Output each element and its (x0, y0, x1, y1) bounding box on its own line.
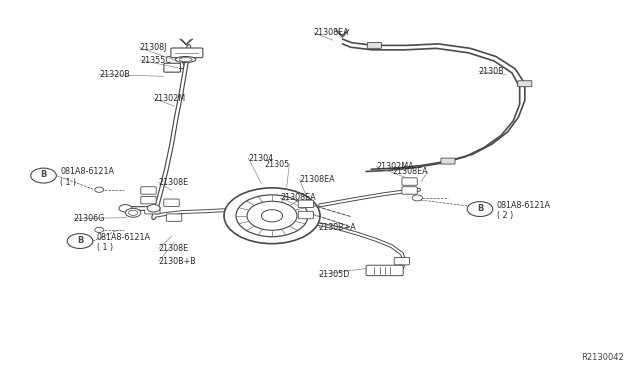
Text: B: B (40, 170, 47, 179)
Text: B: B (77, 236, 83, 245)
Ellipse shape (175, 57, 196, 62)
Text: 21305D: 21305D (319, 270, 350, 279)
Text: 21308E: 21308E (159, 178, 189, 187)
Circle shape (247, 201, 297, 230)
FancyBboxPatch shape (367, 42, 381, 48)
Text: 21302M: 21302M (154, 94, 186, 103)
Text: 2130B: 2130B (479, 67, 504, 76)
FancyBboxPatch shape (171, 48, 203, 58)
Text: 21308EA: 21308EA (314, 28, 349, 37)
Text: 2130B+A: 2130B+A (319, 223, 356, 232)
Circle shape (67, 234, 93, 248)
Circle shape (412, 195, 422, 201)
Text: 081A8-6121A: 081A8-6121A (60, 167, 114, 176)
Circle shape (125, 208, 141, 217)
FancyBboxPatch shape (166, 214, 182, 221)
Text: 21308J: 21308J (140, 43, 167, 52)
Text: ( 2 ): ( 2 ) (497, 211, 513, 220)
Circle shape (119, 205, 132, 212)
Ellipse shape (179, 58, 192, 61)
Text: 21302MA: 21302MA (376, 162, 414, 171)
FancyBboxPatch shape (141, 187, 156, 194)
Text: 21304: 21304 (248, 154, 273, 163)
Circle shape (95, 187, 104, 192)
FancyBboxPatch shape (145, 206, 160, 214)
FancyBboxPatch shape (402, 187, 417, 194)
FancyBboxPatch shape (366, 265, 403, 276)
Text: 21320B: 21320B (99, 70, 130, 79)
FancyBboxPatch shape (518, 81, 532, 87)
Text: 21308EA: 21308EA (392, 167, 428, 176)
Circle shape (467, 202, 493, 217)
Circle shape (95, 227, 104, 232)
Text: ( 1 ): ( 1 ) (60, 178, 76, 187)
Circle shape (129, 210, 138, 215)
FancyBboxPatch shape (164, 199, 179, 206)
FancyBboxPatch shape (298, 200, 314, 208)
Circle shape (262, 210, 283, 222)
Circle shape (236, 195, 308, 237)
Text: 21308EA: 21308EA (280, 193, 316, 202)
Circle shape (147, 205, 160, 212)
Text: 21305: 21305 (264, 160, 289, 169)
FancyBboxPatch shape (298, 211, 314, 219)
Text: R2130042: R2130042 (581, 353, 624, 362)
Text: 21355C: 21355C (141, 56, 172, 65)
Text: 081A8-6121A: 081A8-6121A (497, 201, 550, 210)
Circle shape (31, 168, 56, 183)
Text: 081A8-6121A: 081A8-6121A (97, 233, 150, 242)
Text: 21308E: 21308E (159, 244, 189, 253)
Text: ( 1 ): ( 1 ) (97, 243, 113, 252)
Text: B: B (477, 204, 483, 213)
FancyBboxPatch shape (141, 196, 156, 204)
FancyBboxPatch shape (402, 178, 417, 185)
FancyBboxPatch shape (441, 158, 455, 164)
Circle shape (224, 188, 320, 244)
Text: 2130B+B: 2130B+B (159, 257, 196, 266)
Text: 21306G: 21306G (74, 214, 105, 223)
Text: 21308EA: 21308EA (300, 175, 335, 184)
FancyBboxPatch shape (164, 63, 180, 72)
FancyBboxPatch shape (394, 257, 410, 265)
